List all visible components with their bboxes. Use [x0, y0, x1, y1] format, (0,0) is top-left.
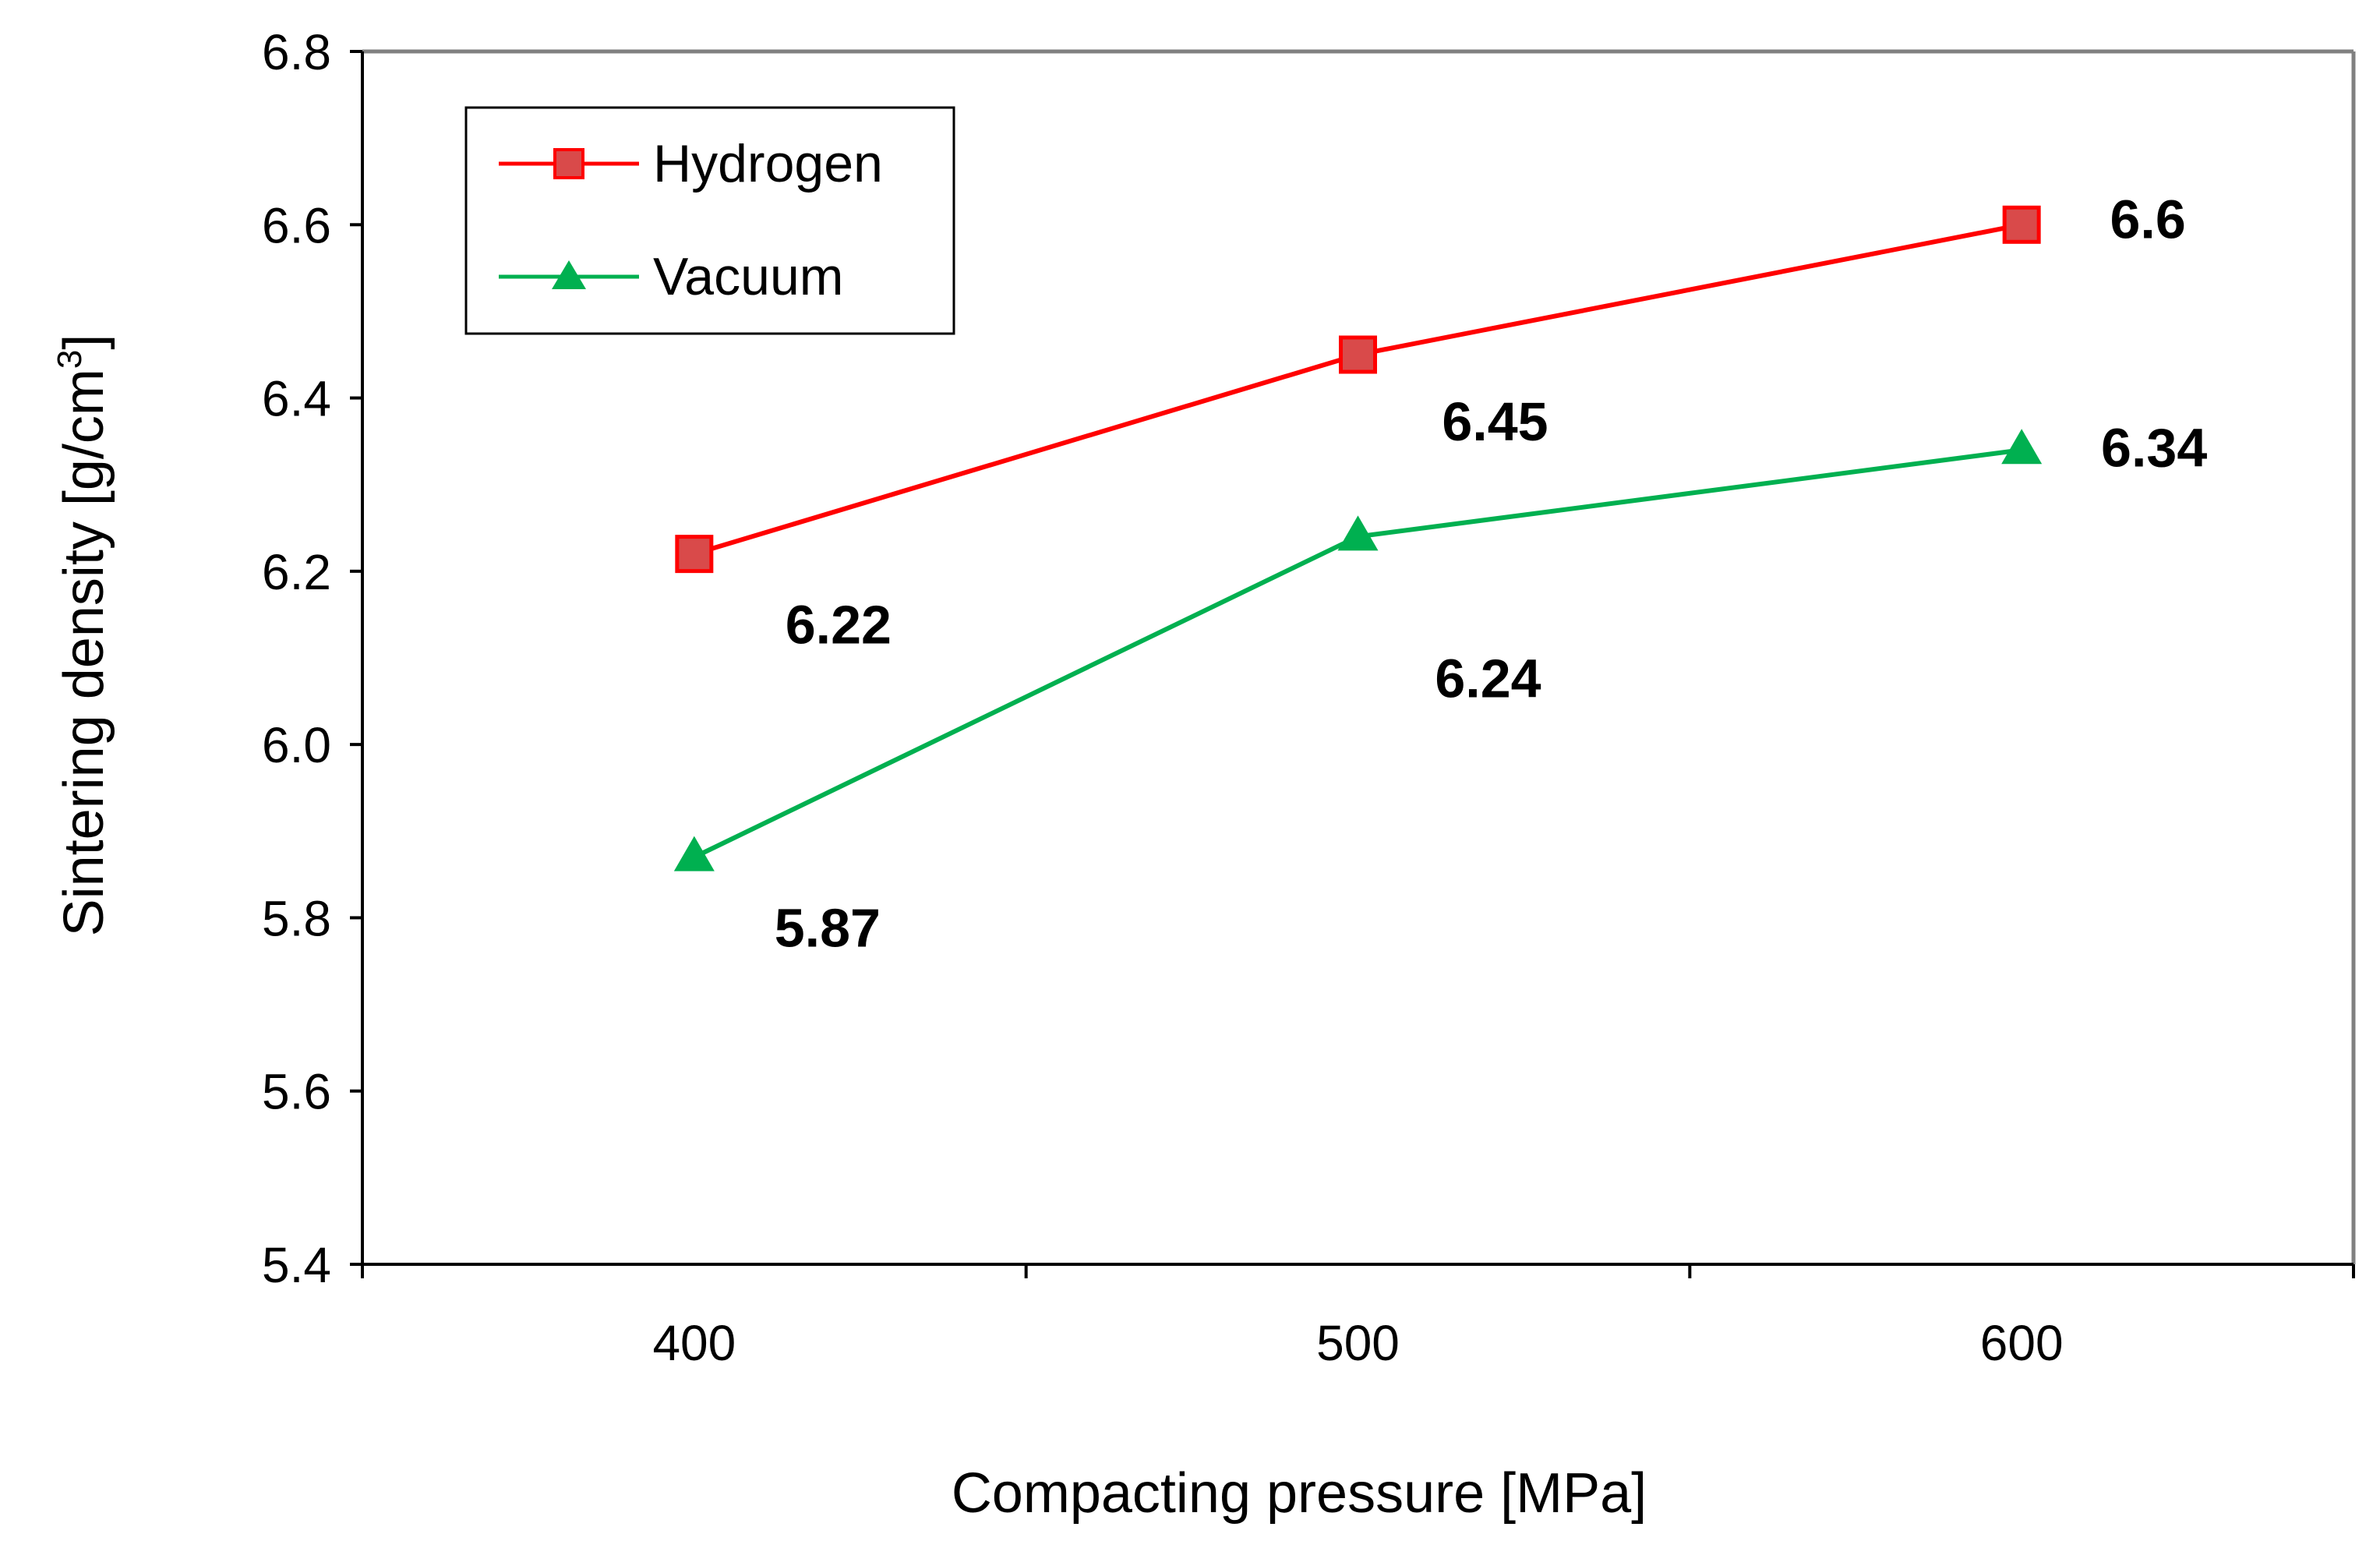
data-label: 6.45: [1442, 391, 1548, 452]
series-vacuum: 5.87 6.24 6.34: [673, 417, 2207, 959]
data-point-triangle: [2001, 429, 2043, 465]
legend-label-hydrogen: Hydrogen: [653, 134, 883, 193]
y-tick-label: 6.2: [262, 544, 331, 600]
y-tick-label: 6.8: [262, 24, 331, 80]
x-axis-title: Compacting pressure [MPa]: [952, 1462, 1647, 1525]
x-axis-ticks: 400 500 600: [361, 1264, 2355, 1371]
y-tick-label: 6.6: [262, 197, 331, 253]
series-hydrogen: 6.22 6.45 6.6: [675, 189, 2186, 656]
y-axis-ticks: 5.4 5.6 5.8 6.0 6.2 6.4 6.6 6.8: [262, 24, 362, 1293]
x-tick-label: 400: [652, 1315, 736, 1371]
legend-marker-triangle-icon: [552, 260, 586, 289]
data-point-triangle: [1337, 515, 1379, 551]
x-tick-label: 500: [1316, 1315, 1400, 1371]
data-label: 5.87: [775, 898, 881, 959]
data-point-square: [2002, 205, 2041, 244]
y-tick-label: 5.6: [262, 1064, 331, 1120]
legend-label-vacuum: Vacuum: [653, 247, 843, 306]
legend-item-vacuum: Vacuum: [499, 247, 843, 306]
legend-marker-square-icon: [553, 148, 584, 179]
y-axis-title-main: Sintering density [g/cm: [53, 369, 115, 936]
legend: Hydrogen Vacuum: [464, 106, 955, 335]
data-label: 6.22: [786, 595, 892, 656]
series-line-vacuum: [693, 447, 2022, 860]
data-point-square: [675, 535, 714, 574]
legend-item-hydrogen: Hydrogen: [499, 134, 883, 193]
y-axis-title: Sintering density [g/cm3]: [51, 334, 115, 937]
x-tick-label: 600: [1980, 1315, 2064, 1371]
plot-frame: [361, 49, 2356, 1266]
y-axis-title-superscript: 3: [51, 350, 89, 369]
y-axis-title-close: ]: [53, 334, 115, 350]
data-label: 6.24: [1435, 648, 1541, 709]
y-tick-label: 6.0: [262, 717, 331, 773]
series-layer: 6.22 6.45 6.6 5.87 6.24 6.34: [673, 189, 2207, 959]
data-label: 6.6: [2110, 189, 2186, 249]
legend-box: [464, 106, 955, 335]
data-point-square: [1339, 335, 1377, 374]
y-tick-label: 5.8: [262, 890, 331, 946]
data-label: 6.34: [2101, 417, 2207, 478]
y-tick-label: 5.4: [262, 1237, 331, 1293]
y-tick-label: 6.4: [262, 371, 331, 427]
data-point-triangle: [673, 836, 715, 871]
